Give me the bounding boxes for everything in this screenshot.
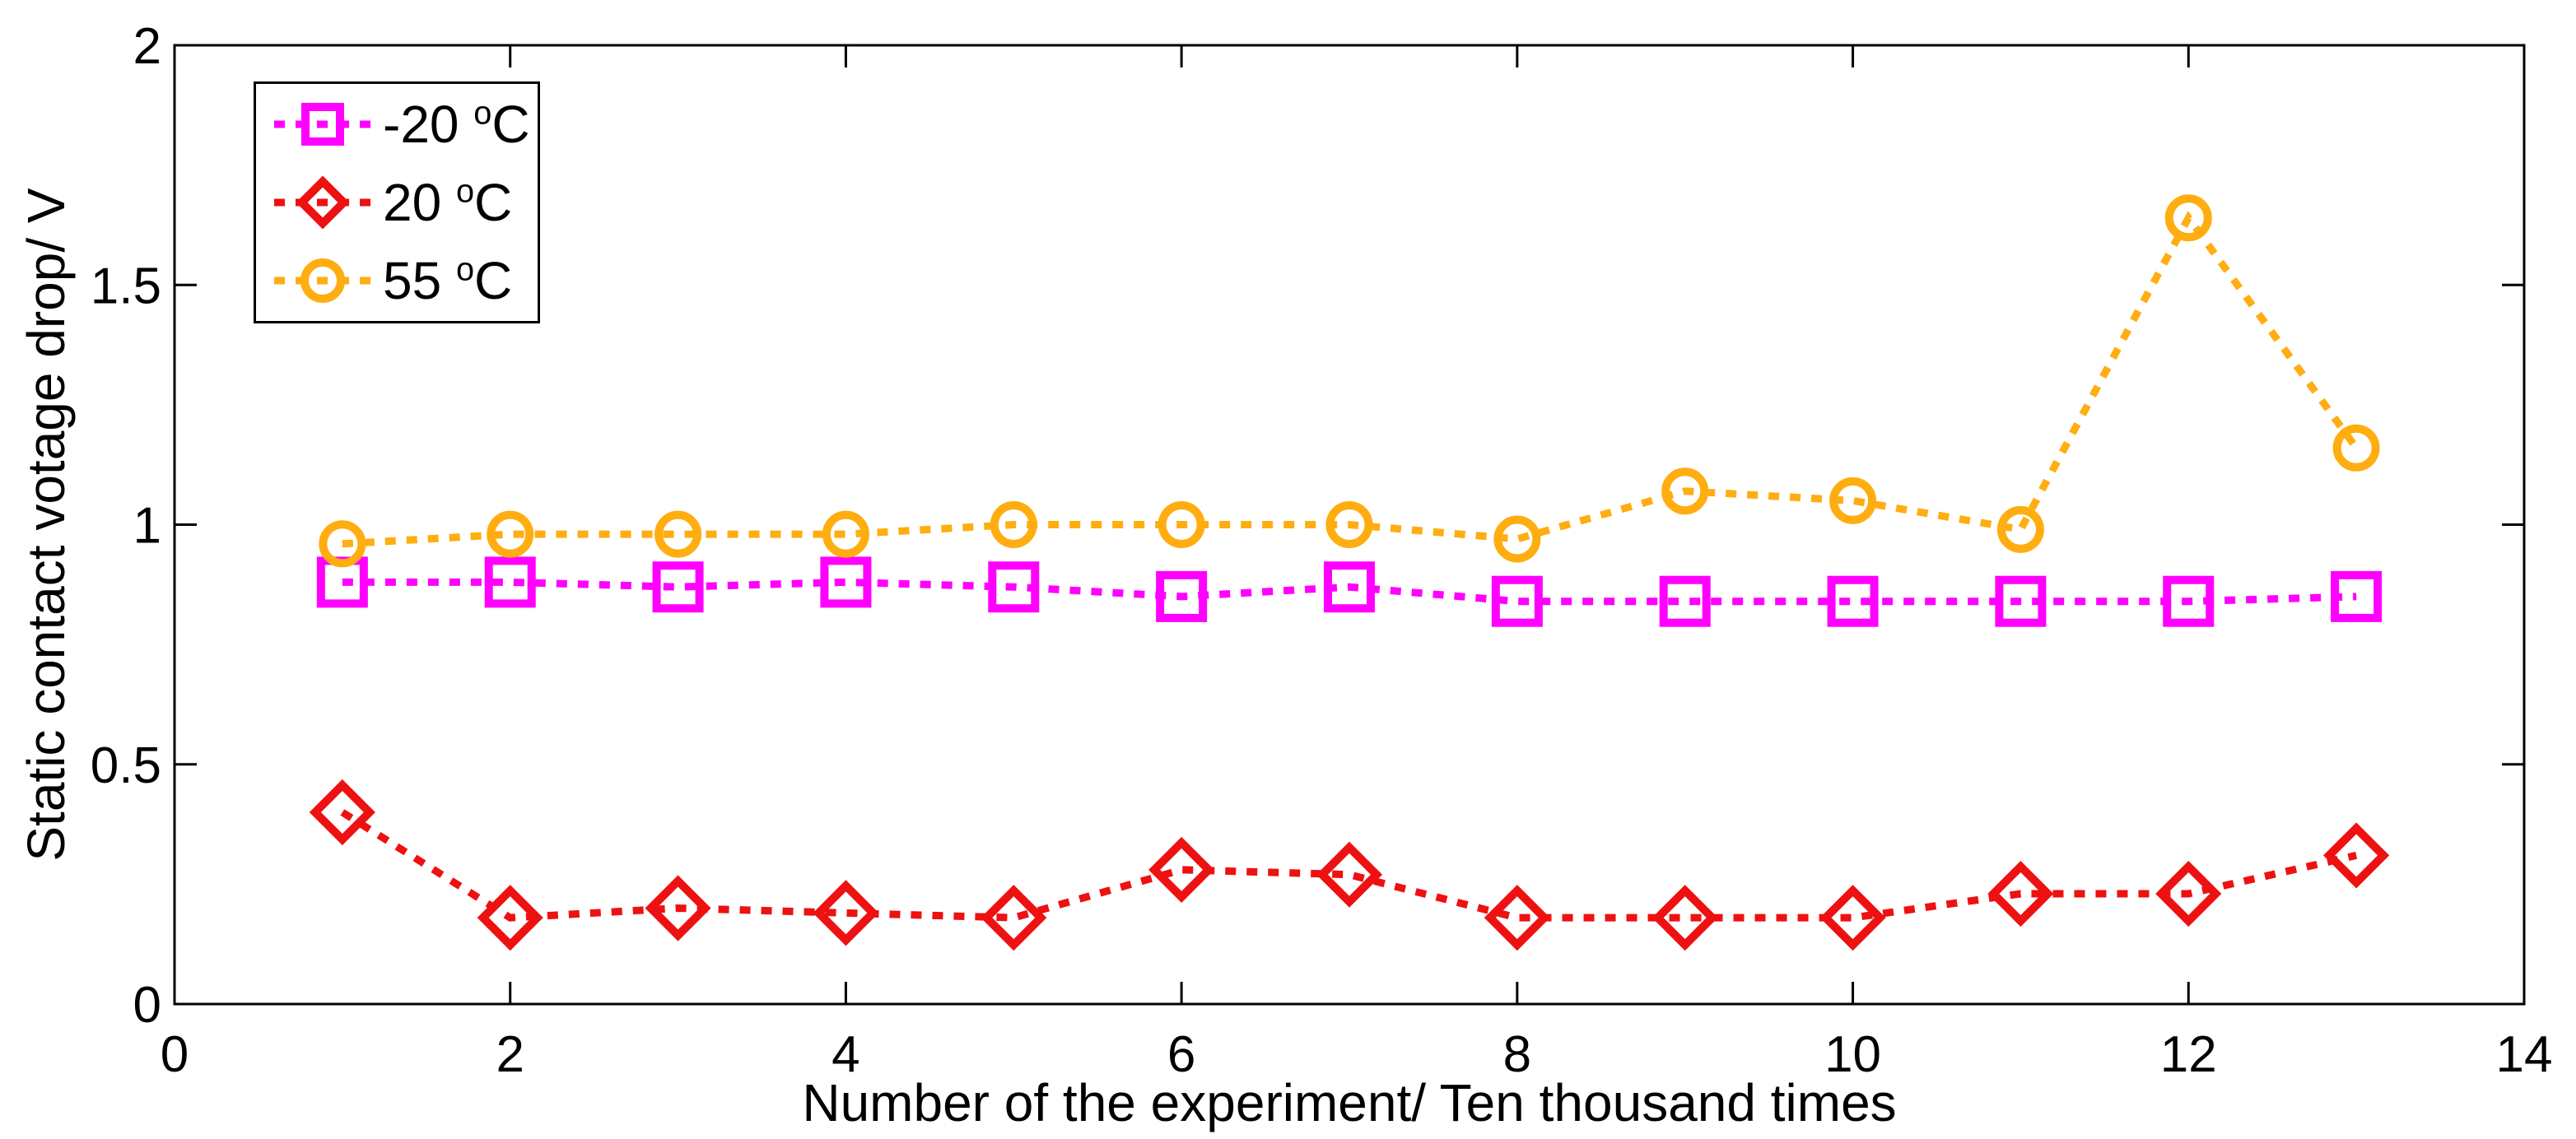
- square-marker-icon: [1659, 575, 1711, 627]
- square-marker-icon: [1156, 570, 1208, 622]
- square-marker-icon: [1324, 561, 1375, 613]
- y-tick-label: 1.5: [91, 258, 161, 314]
- square-marker-icon: [1827, 575, 1879, 627]
- square-marker-icon: [2163, 575, 2215, 627]
- diamond-marker-icon: [1316, 841, 1383, 908]
- legend-sample-55c: [274, 252, 371, 309]
- degree-symbol: o: [455, 173, 475, 210]
- legend-label-minus20c: -20 oC: [383, 95, 530, 154]
- square-marker-icon: [988, 561, 1040, 613]
- circle-marker-icon: [2164, 194, 2212, 242]
- diamond-marker-icon: [1987, 860, 2054, 927]
- circle-marker-icon: [1325, 501, 1373, 548]
- diamond-marker-icon: [2323, 822, 2390, 889]
- legend-value: 55: [383, 251, 456, 310]
- x-tick-label: 0: [161, 1026, 189, 1083]
- circle-marker-icon: [1829, 477, 1877, 524]
- square-marker-icon: [1995, 575, 2047, 627]
- y-tick-label: 1: [133, 498, 161, 555]
- diamond-marker-icon: [645, 875, 711, 941]
- legend-item-55c: 55 oC: [256, 243, 538, 318]
- legend-item-20c: 20 oC: [256, 165, 538, 240]
- circle-marker-icon: [822, 510, 869, 558]
- legend-unit: C: [474, 251, 513, 310]
- legend-label-55c: 55 oC: [383, 251, 513, 310]
- series-line: [342, 211, 2359, 548]
- circle-marker-icon: [990, 501, 1037, 548]
- square-marker-icon: [1491, 575, 1543, 627]
- legend-unit: C: [491, 95, 530, 154]
- legend-sample-20c: [274, 174, 371, 231]
- x-tick-label: 14: [2496, 1026, 2553, 1083]
- x-tick-label: 2: [496, 1026, 524, 1083]
- diamond-marker-icon: [2155, 860, 2222, 927]
- legend: -20 oC 20 oC 55 oC: [254, 81, 540, 323]
- square-marker-icon: [2331, 570, 2383, 622]
- series--20C: [316, 556, 2383, 627]
- square-marker-icon: [652, 561, 704, 613]
- legend-unit: C: [474, 173, 513, 232]
- circle-marker-icon: [2332, 424, 2380, 472]
- circle-marker-icon: [1158, 501, 1205, 548]
- series-55C: [319, 194, 2380, 568]
- legend-value: 20: [383, 173, 456, 232]
- y-tick-label: 2: [133, 18, 161, 75]
- legend-sample-minus20c: [274, 95, 371, 153]
- series-line: [342, 578, 2357, 606]
- y-tick-label: 0: [133, 977, 161, 1034]
- diamond-marker-icon: [981, 885, 1047, 951]
- x-tick-label: 4: [831, 1026, 859, 1083]
- circle-marker-icon: [1661, 467, 1709, 515]
- degree-symbol: o: [455, 251, 475, 288]
- diamond-marker-icon: [1819, 885, 1886, 951]
- x-tick-label: 6: [1167, 1026, 1195, 1083]
- circle-marker-icon: [1996, 505, 2044, 553]
- circle-marker-icon: [487, 510, 534, 558]
- diamond-marker-icon: [1484, 885, 1550, 951]
- circle-marker-icon: [300, 258, 345, 303]
- diamond-marker-icon: [813, 880, 879, 946]
- circle-marker-icon: [654, 510, 702, 558]
- diamond-marker-icon: [477, 885, 543, 951]
- diamond-marker-icon: [1148, 836, 1215, 903]
- circle-marker-icon: [1493, 515, 1541, 563]
- degree-symbol: o: [473, 95, 492, 132]
- diamond-marker-icon: [309, 779, 375, 846]
- plot-box: [173, 44, 2526, 1006]
- series-line: [340, 809, 2358, 922]
- y-axis-label: Static contact votage drop/ V: [16, 188, 76, 862]
- legend-label-20c: 20 oC: [383, 173, 513, 232]
- legend-item-minus20c: -20 oC: [256, 86, 538, 162]
- square-marker-icon: [820, 556, 872, 608]
- y-tick-labels: 0 0.5 1 1.5 2: [91, 18, 161, 1034]
- square-marker-icon: [301, 103, 344, 146]
- x-axis-label: Number of the experiment/ Ten thousand t…: [802, 1073, 1896, 1132]
- legend-value: -20: [383, 95, 474, 154]
- series-20C: [309, 779, 2390, 951]
- x-tick-label: 12: [2160, 1026, 2217, 1083]
- y-tick-label: 0.5: [91, 737, 161, 794]
- x-tick-labels: 0 2 4 6 8 10 12 14: [161, 1026, 2553, 1083]
- diamond-marker-icon: [296, 175, 350, 230]
- circle-marker-icon: [319, 520, 366, 568]
- x-tick-label: 10: [1824, 1026, 1881, 1083]
- x-tick-label: 8: [1503, 1026, 1531, 1083]
- diamond-marker-icon: [1651, 885, 1718, 951]
- dotted-line-sample: [274, 120, 371, 128]
- dotted-line-sample: [274, 198, 371, 207]
- square-marker-icon: [484, 556, 536, 608]
